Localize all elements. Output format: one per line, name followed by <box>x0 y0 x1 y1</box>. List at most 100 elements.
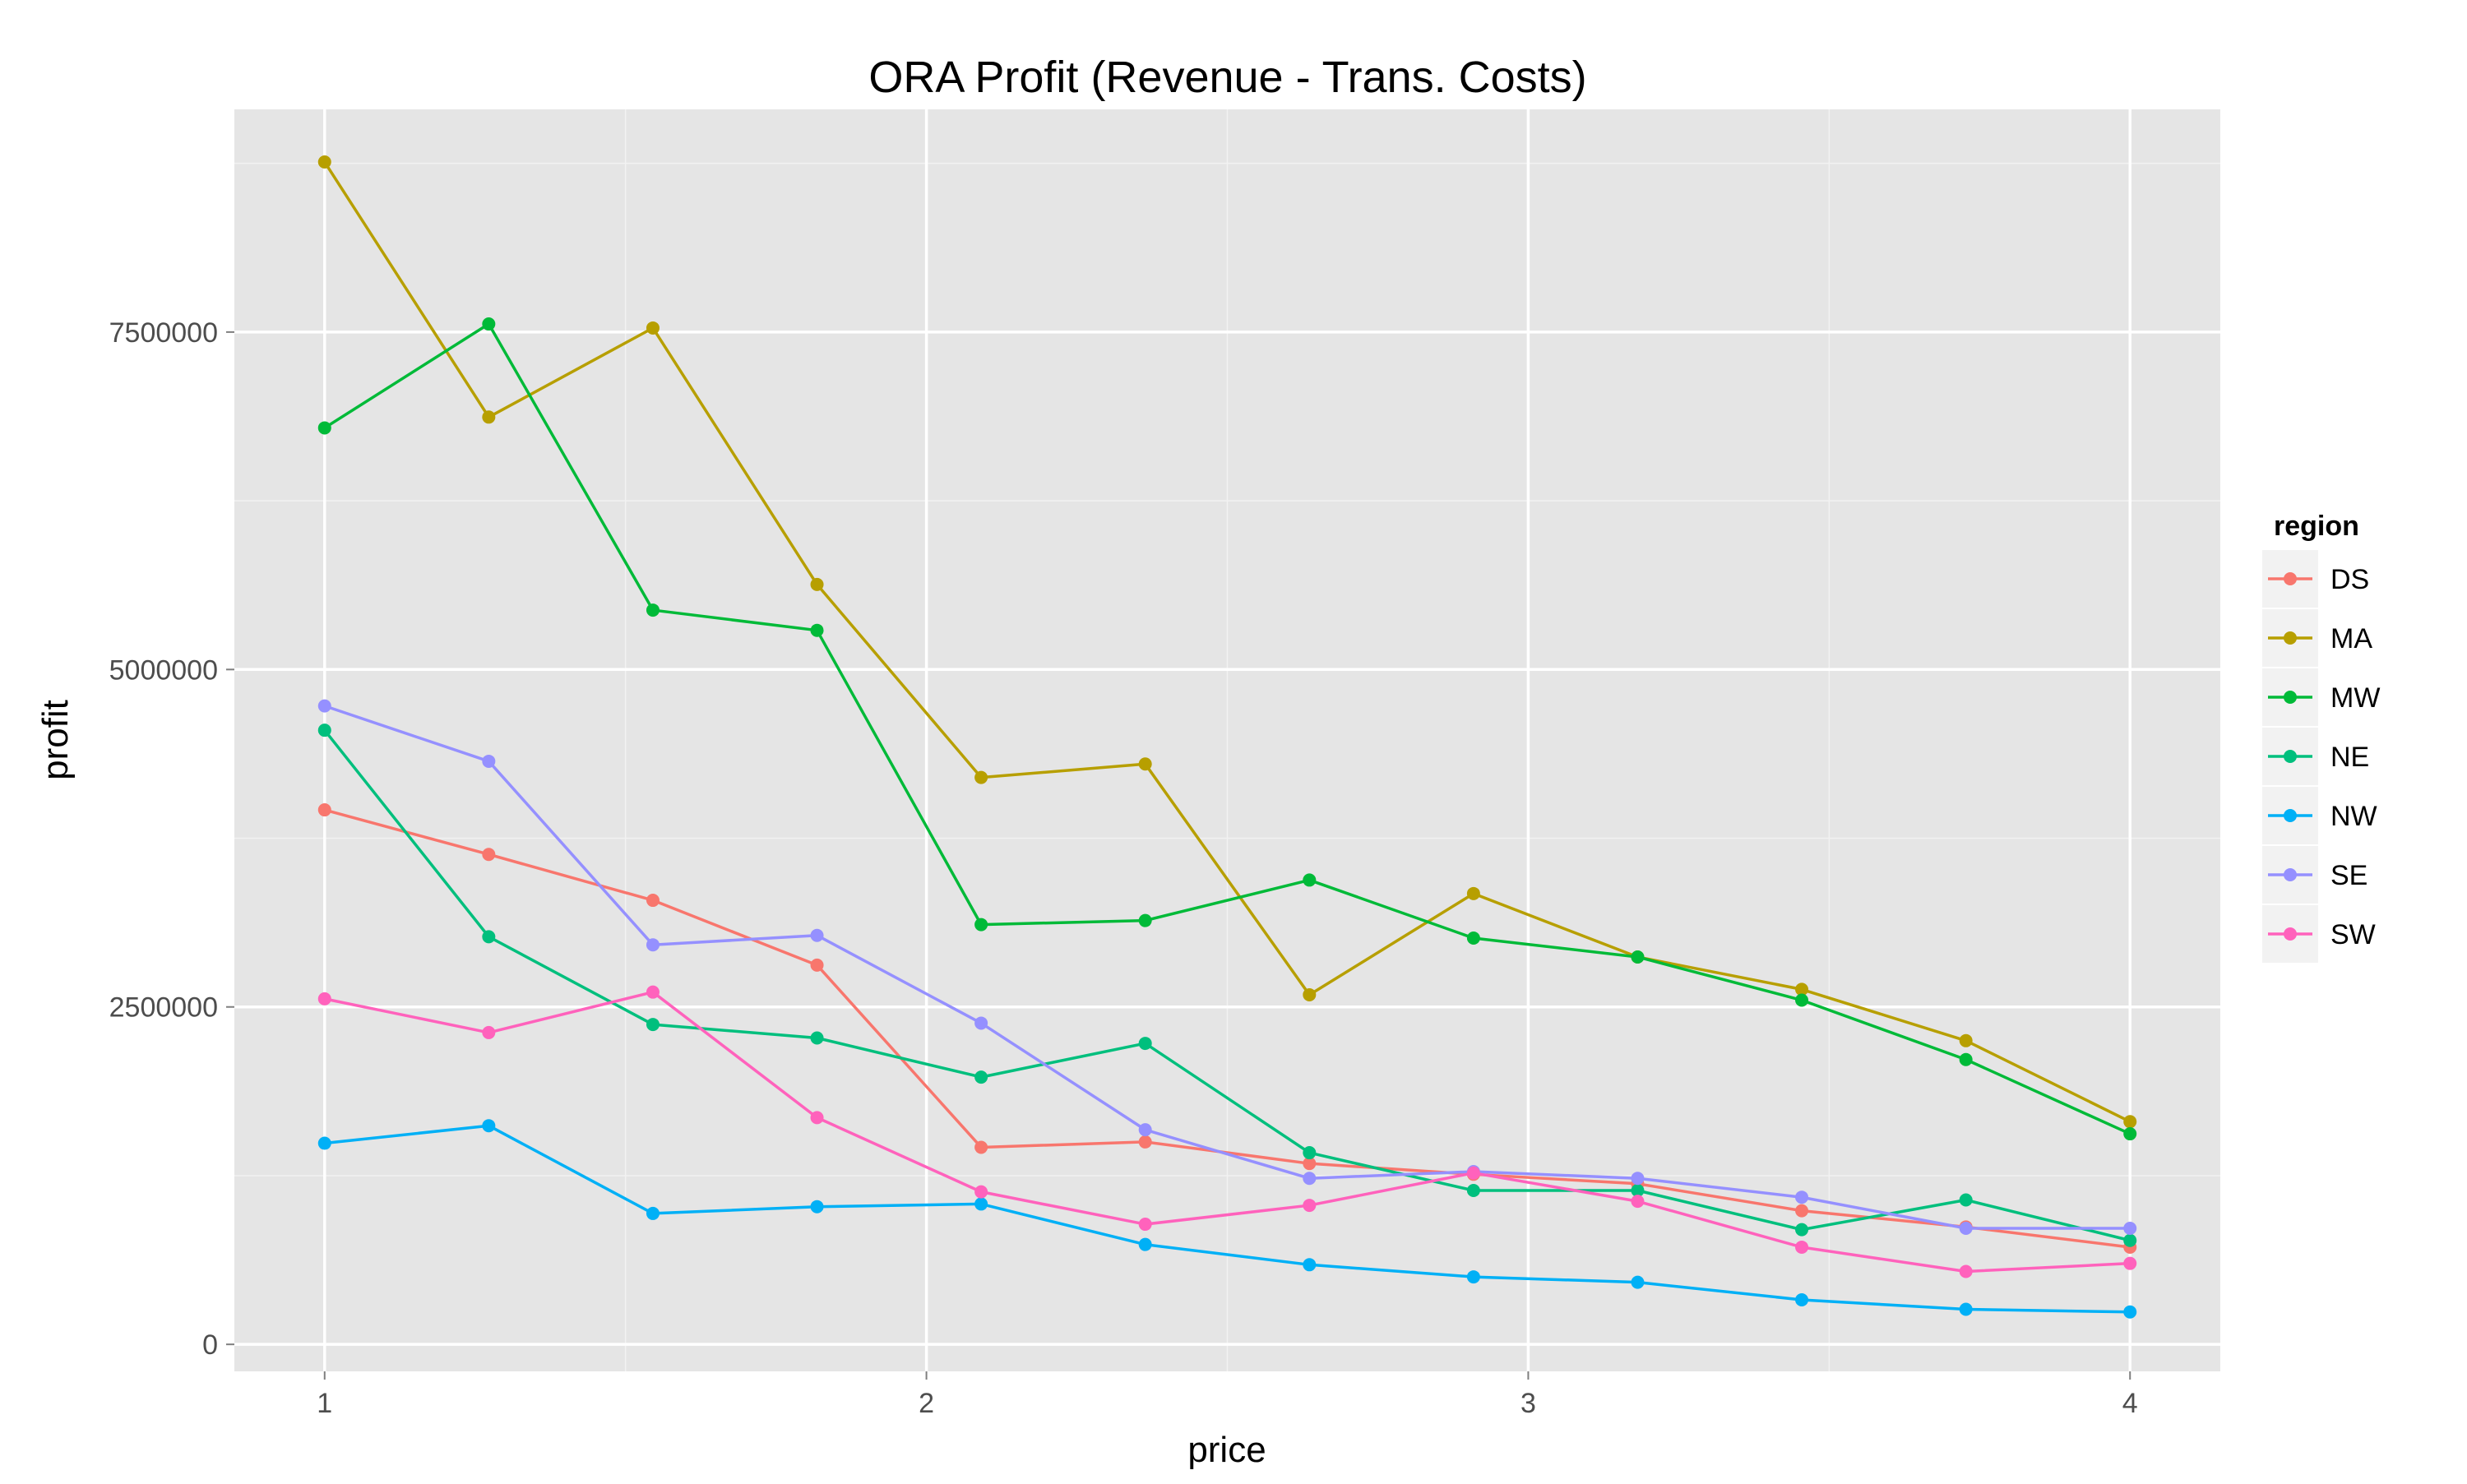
data-point-ma <box>1303 987 1317 1001</box>
data-point-ma <box>317 155 331 169</box>
data-point-ma <box>1138 757 1152 771</box>
data-point-nw <box>974 1197 988 1211</box>
data-point-sw <box>1466 1166 1480 1180</box>
legend-key-point <box>2284 809 2297 822</box>
data-point-se <box>317 699 331 713</box>
series-ma <box>317 155 2137 1129</box>
data-point-ne <box>1138 1037 1152 1051</box>
data-point-ds <box>1138 1135 1152 1149</box>
x-tick-label: 4 <box>2122 1388 2138 1419</box>
data-point-ne <box>2123 1233 2137 1247</box>
series-line-nw <box>324 1124 2131 1314</box>
data-point-sw <box>810 1111 824 1125</box>
data-point-nw <box>1959 1302 1973 1316</box>
data-point-ne <box>1795 1223 1809 1237</box>
series-ne <box>317 724 2137 1247</box>
data-point-ds <box>646 894 660 908</box>
legend-key-point <box>2284 868 2297 881</box>
data-point-ne <box>482 930 496 944</box>
data-point-nw <box>482 1119 496 1133</box>
y-axis-title: profit <box>35 700 76 780</box>
x-tick-label: 3 <box>1520 1388 1536 1419</box>
data-point-ma <box>646 321 660 335</box>
data-point-ne <box>317 724 331 737</box>
data-point-nw <box>646 1206 660 1220</box>
data-point-ma <box>810 577 824 591</box>
data-point-nw <box>2123 1305 2137 1319</box>
y-tick-label: 0 <box>202 1329 218 1361</box>
series-line-ma <box>323 161 2131 1123</box>
series-mw <box>317 317 2137 1141</box>
data-point-se <box>810 928 824 942</box>
data-point-mw <box>1631 950 1645 964</box>
data-point-sw <box>974 1185 988 1199</box>
data-point-se <box>974 1016 988 1030</box>
data-point-nw <box>1466 1270 1480 1284</box>
legend-key-point <box>2284 572 2297 585</box>
data-point-nw <box>810 1200 824 1214</box>
data-point-ne <box>1303 1146 1317 1160</box>
data-point-ds <box>1303 1157 1317 1171</box>
data-point-sw <box>482 1025 496 1039</box>
data-point-ma <box>974 770 988 784</box>
series-nw <box>317 1119 2137 1319</box>
data-point-ma <box>1466 886 1480 900</box>
chart-title: ORA Profit (Revenue - Trans. Costs) <box>868 53 1586 102</box>
legend: region DS MA MW NE NW SE SW <box>2261 511 2380 964</box>
legend-label: DS <box>2330 564 2369 595</box>
y-tick-label: 5000000 <box>109 654 218 686</box>
data-point-nw <box>1303 1258 1317 1272</box>
data-point-nw <box>1631 1275 1645 1289</box>
x-axis-title: price <box>1187 1430 1266 1470</box>
data-point-sw <box>2123 1256 2137 1270</box>
legend-label: MA <box>2330 623 2372 654</box>
x-tick-label: 2 <box>919 1388 934 1419</box>
data-point-se <box>1795 1190 1809 1204</box>
data-point-ds <box>810 958 824 972</box>
data-point-mw <box>482 317 496 331</box>
data-point-se <box>1959 1221 1973 1235</box>
data-point-mw <box>2123 1127 2137 1141</box>
data-point-ds <box>317 803 331 817</box>
legend-label: NW <box>2330 801 2377 832</box>
data-point-sw <box>1795 1240 1809 1254</box>
data-point-sw <box>646 985 660 999</box>
data-point-mw <box>1466 932 1480 945</box>
data-point-se <box>1138 1123 1152 1137</box>
series-line-ne <box>323 729 2131 1242</box>
axes: 1 2 3 4 0 2500000 5000000 7500000 <box>109 317 2138 1419</box>
data-point-se <box>1303 1172 1317 1186</box>
data-point-se <box>1631 1172 1645 1186</box>
series-line-sw <box>324 990 2131 1274</box>
series-line-se <box>324 704 2131 1230</box>
legend-label: SW <box>2330 919 2376 950</box>
data-point-mw <box>810 623 824 637</box>
legend-label: NE <box>2330 742 2369 773</box>
data-point-sw <box>1138 1218 1152 1232</box>
legend-title: region <box>2274 511 2359 542</box>
grid-lines <box>234 109 2220 1371</box>
data-point-ds <box>482 848 496 862</box>
series-sw <box>317 985 2137 1278</box>
series-line-mw <box>323 322 2131 1135</box>
data-point-se <box>646 938 660 952</box>
legend-key-point <box>2284 750 2297 763</box>
data-point-sw <box>317 992 331 1006</box>
y-tick-label: 7500000 <box>109 317 218 349</box>
data-point-nw <box>1138 1237 1152 1251</box>
data-point-mw <box>1795 993 1809 1007</box>
data-point-se <box>482 754 496 768</box>
data-point-mw <box>1138 913 1152 927</box>
data-point-mw <box>974 918 988 932</box>
data-point-ne <box>974 1070 988 1084</box>
legend-key-point <box>2284 631 2297 645</box>
data-point-mw <box>317 421 331 435</box>
data-point-se <box>2123 1221 2137 1235</box>
data-series <box>317 155 2137 1319</box>
data-point-sw <box>1303 1199 1317 1213</box>
data-point-ma <box>1959 1033 1973 1047</box>
data-point-ma <box>482 410 496 424</box>
data-point-ne <box>1466 1184 1480 1198</box>
data-point-nw <box>317 1136 331 1150</box>
